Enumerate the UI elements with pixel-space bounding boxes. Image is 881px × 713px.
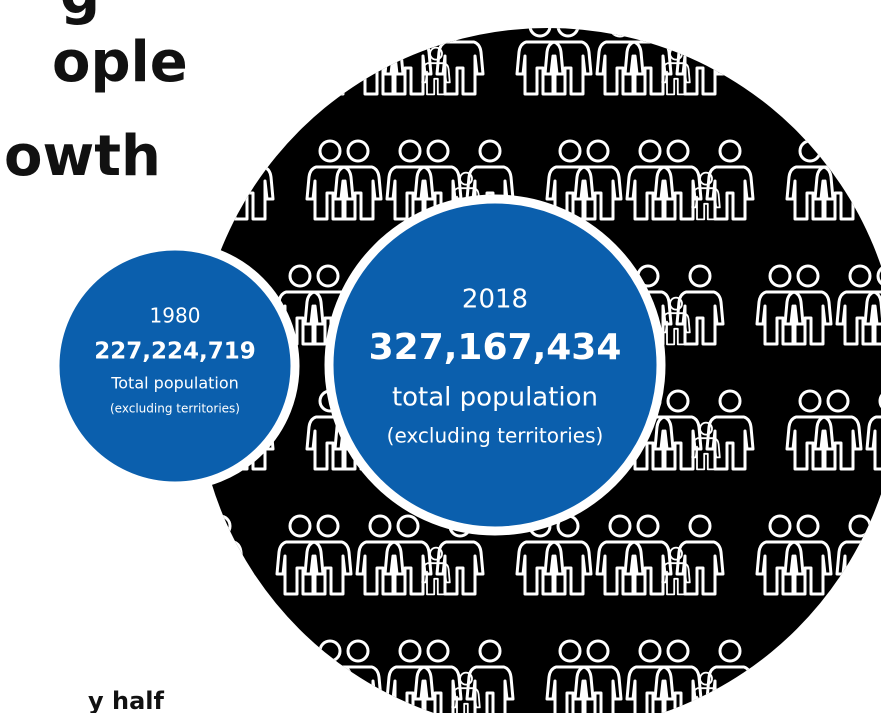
person-icon: [783, 28, 833, 96]
person-icon: [863, 28, 881, 96]
person-icon: [303, 28, 353, 96]
note: (excluding territories): [387, 424, 604, 448]
population: 327,167,434: [369, 327, 622, 368]
label: total population: [392, 383, 598, 413]
title-fragment: owth: [4, 124, 161, 189]
circle-2018: [324, 194, 666, 536]
person-icon: [755, 28, 805, 96]
person-icon: [275, 28, 325, 96]
year: 1980: [150, 304, 201, 328]
label: Total population: [110, 374, 239, 393]
person-icon: [785, 639, 835, 713]
person-icon: [865, 139, 881, 221]
population: 227,224,719: [94, 339, 256, 365]
note: (excluding territories): [110, 402, 240, 416]
title-fragment: g: [60, 0, 100, 27]
title-fragment: ople: [52, 30, 188, 95]
person-icon: [196, 28, 245, 96]
circle-1980: [50, 241, 300, 491]
year: 2018: [462, 285, 528, 315]
person-icon: [813, 639, 863, 713]
person-icon: [835, 28, 881, 96]
footer-fragment: y half: [88, 687, 165, 713]
person-icon: [865, 639, 881, 713]
person-icon: [225, 639, 275, 713]
